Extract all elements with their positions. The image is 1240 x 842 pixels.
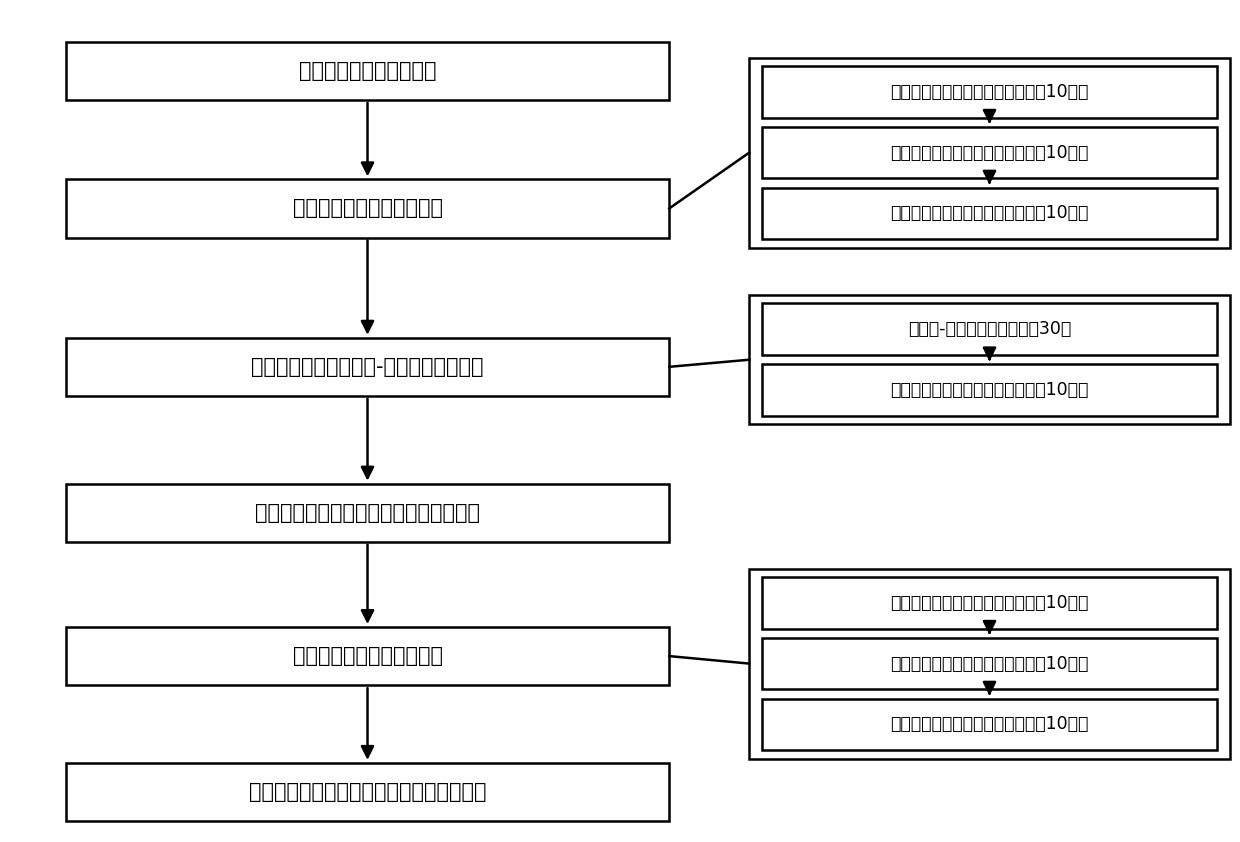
Bar — [761, 577, 1218, 629]
Text: 钛酸锶衬底基片乙醇溶液超声清洗10分钟: 钛酸锶衬底基片乙醇溶液超声清洗10分钟 — [890, 654, 1089, 673]
Bar — [761, 699, 1218, 750]
Text: 钛酸锶衬底基片去离子水超声清洗10分钟: 钛酸锶衬底基片去离子水超声清洗10分钟 — [890, 716, 1089, 733]
Text: 出片（原子级合阶表面的钛酸锶衬底基片）: 出片（原子级合阶表面的钛酸锶衬底基片） — [249, 782, 486, 802]
Bar — [761, 188, 1218, 239]
Bar — [761, 126, 1218, 179]
Bar — [66, 483, 670, 542]
Text: 钛酸锶衬底基片丙酮溶液超声清洗10分钟: 钛酸锶衬底基片丙酮溶液超声清洗10分钟 — [890, 83, 1089, 101]
Text: 钛酸锶衬底基片第一次清洗: 钛酸锶衬底基片第一次清洗 — [293, 199, 443, 218]
Text: 钛酸锶衬底基片丙酮溶液超声清洗10分钟: 钛酸锶衬底基片丙酮溶液超声清洗10分钟 — [890, 594, 1089, 612]
Text: 未处理的钛酸锶衬底基片: 未处理的钛酸锶衬底基片 — [299, 61, 436, 81]
Bar — [749, 568, 1230, 759]
Text: 钛酸锶衬底基片去离子水超声清洗10分钟: 钛酸锶衬底基片去离子水超声清洗10分钟 — [890, 205, 1089, 222]
Bar — [66, 763, 670, 821]
Text: 钛酸锶衬底基片第二次清洗: 钛酸锶衬底基片第二次清洗 — [293, 646, 443, 666]
Bar — [66, 627, 670, 685]
Bar — [761, 66, 1218, 118]
Bar — [761, 365, 1218, 416]
Bar — [66, 42, 670, 100]
Bar — [66, 338, 670, 396]
Bar — [749, 57, 1230, 248]
Text: 钛酸锶衬底基片高温流动氧气氛退火处理: 钛酸锶衬底基片高温流动氧气氛退火处理 — [255, 503, 480, 523]
Bar — [749, 295, 1230, 424]
Bar — [761, 303, 1218, 355]
Text: 氟化铵-氢氟酸缓冲溶液处理30秒: 氟化铵-氢氟酸缓冲溶液处理30秒 — [908, 320, 1071, 338]
Bar — [66, 179, 670, 237]
Text: 钛酸锶衬底基片氟化铵-氢氟酸缓冲液处理: 钛酸锶衬底基片氟化铵-氢氟酸缓冲液处理 — [252, 357, 484, 377]
Bar — [761, 637, 1218, 690]
Text: 钛酸锶衬底基片乙醇溶液超声清洗10分钟: 钛酸锶衬底基片乙醇溶液超声清洗10分钟 — [890, 143, 1089, 162]
Text: 钛酸锶衬底基片去离子水超声清洗10分钟: 钛酸锶衬底基片去离子水超声清洗10分钟 — [890, 381, 1089, 399]
